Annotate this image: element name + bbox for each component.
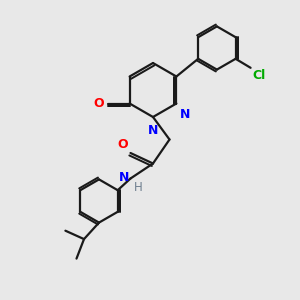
Text: O: O bbox=[94, 97, 104, 110]
Text: Cl: Cl bbox=[252, 69, 265, 82]
Text: N: N bbox=[148, 124, 158, 136]
Text: O: O bbox=[117, 138, 128, 151]
Text: N: N bbox=[118, 171, 129, 184]
Text: H: H bbox=[134, 181, 143, 194]
Text: N: N bbox=[179, 108, 190, 121]
